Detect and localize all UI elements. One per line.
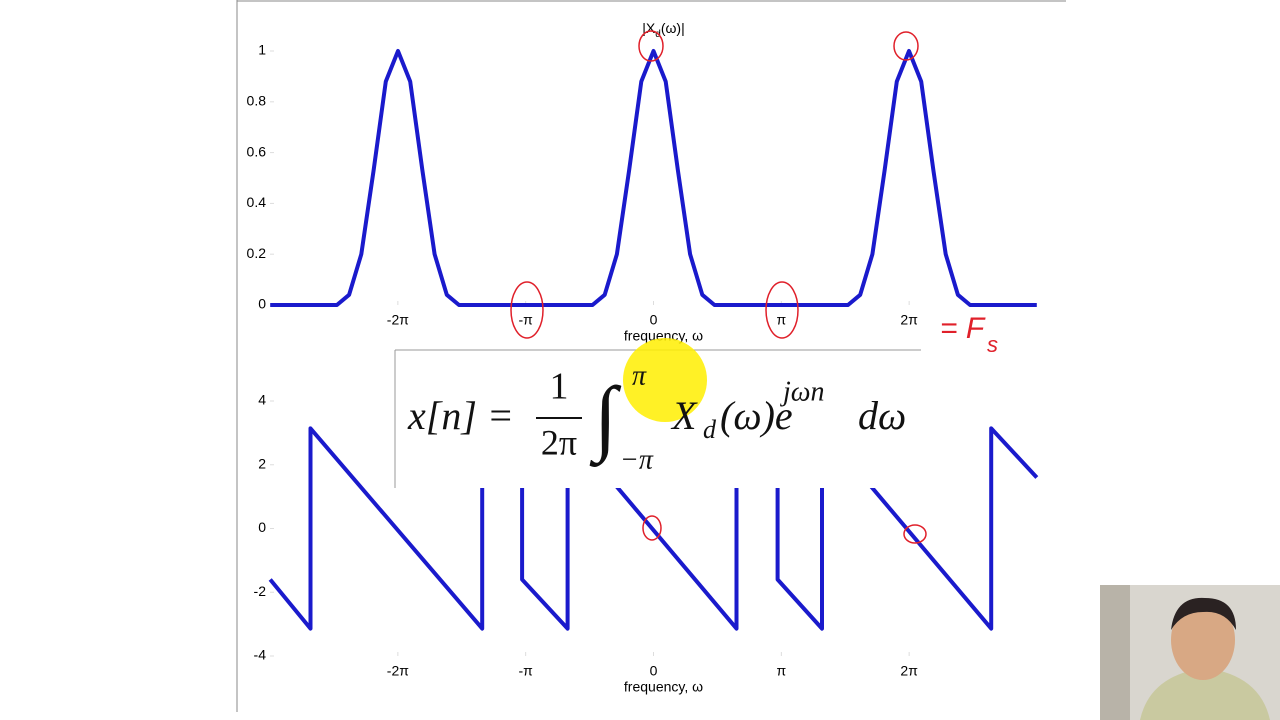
- equation-term: dω: [858, 393, 906, 438]
- y-tick-label: 0: [258, 296, 266, 312]
- lower-limit: −π: [620, 444, 654, 475]
- red-circle: [903, 524, 927, 544]
- equation-exponent: jωn: [780, 376, 825, 407]
- annotation: = F: [940, 312, 986, 345]
- x-tick-label: 2π: [900, 663, 918, 679]
- webcam-face: [1171, 600, 1235, 680]
- red-circle: [510, 281, 544, 339]
- y-tick-label: 1: [258, 42, 266, 58]
- y-tick-label: 0: [258, 519, 266, 535]
- x-tick-label: 2π: [900, 312, 918, 328]
- equation-term: (ω)e: [720, 393, 793, 438]
- red-circle: [765, 281, 799, 339]
- handwriting: [510, 30, 927, 544]
- x-tick-label: π: [776, 312, 786, 328]
- y-tick-label: -2: [254, 583, 267, 599]
- y-tick-label: 4: [258, 392, 266, 408]
- red-circle: [893, 31, 919, 61]
- webcam-hair: [1171, 597, 1236, 630]
- data-line: [270, 49, 1037, 307]
- equation-term: X: [670, 393, 698, 438]
- y-tick-label: 0.4: [247, 194, 267, 210]
- webcam: [1100, 585, 1280, 720]
- y-tick-label: -4: [254, 647, 267, 663]
- x-axis-label: frequency, ω: [624, 679, 703, 695]
- y-tick-label: 0.8: [247, 93, 267, 109]
- y-tick-label: 0.2: [247, 245, 267, 261]
- x-tick-label: -2π: [387, 663, 409, 679]
- red-circle: [642, 515, 662, 541]
- x-tick-label: -π: [519, 663, 534, 679]
- red-circle: [638, 30, 664, 62]
- x-axis-label: frequency, ω: [624, 328, 703, 344]
- upper-limit: π: [632, 360, 647, 391]
- x-tick-label: π: [776, 663, 786, 679]
- equation-lhs: x[n] =: [407, 393, 514, 438]
- y-tick-label: 2: [258, 455, 266, 471]
- annotation-subscript: s: [987, 332, 998, 357]
- integral-sign: ∫: [589, 370, 622, 467]
- x-tick-label: -2π: [387, 312, 409, 328]
- x-tick-label: 0: [650, 312, 658, 328]
- webcam-shirt: [1140, 668, 1270, 720]
- chart-title: |Xd(ω)|: [642, 20, 684, 40]
- webcam-wall: [1100, 585, 1130, 720]
- equation-denominator: 2π: [541, 422, 577, 462]
- y-tick-label: 0.6: [247, 143, 267, 159]
- equation-box: x[n] = 1 2π ∫ π −π X d (ω)e jωn dω: [394, 338, 921, 488]
- equation-numerator: 1: [550, 366, 569, 408]
- cursor-highlight: [623, 338, 707, 422]
- x-tick-label: -π: [519, 312, 534, 328]
- equation-subscript: d: [703, 415, 717, 444]
- x-tick-label: 0: [650, 663, 658, 679]
- title-part: (ω)|: [661, 20, 685, 36]
